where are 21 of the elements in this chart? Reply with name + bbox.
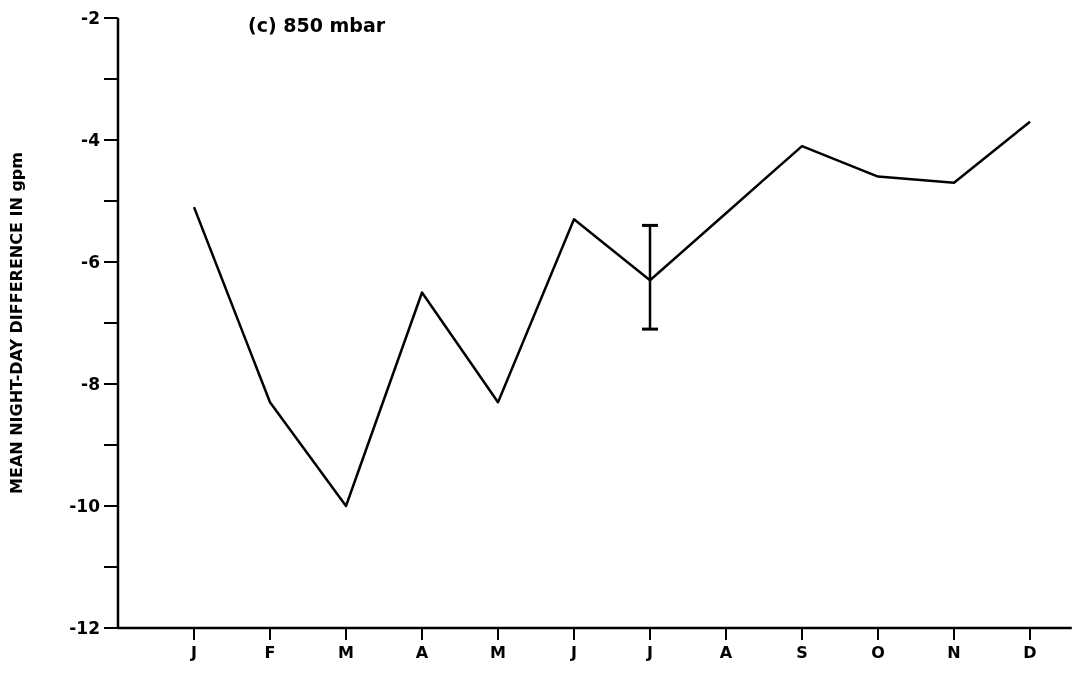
x-tick-label: N (947, 643, 961, 662)
x-tick-label: A (719, 643, 733, 662)
x-tick-label: J (190, 643, 197, 662)
x-tick-label: J (570, 643, 577, 662)
x-tick-label: S (796, 643, 808, 662)
x-tick-label: F (264, 643, 276, 662)
line-series (192, 120, 1032, 508)
x-tick-label: M (338, 643, 354, 662)
y-tick-label: -6 (81, 251, 100, 272)
y-tick-label: -10 (69, 495, 101, 516)
x-tick-label: M (490, 643, 506, 662)
y-tick-label: -8 (81, 373, 100, 394)
y-tick-label: -12 (69, 617, 100, 638)
x-tick-label: A (415, 643, 429, 662)
x-tick-label: J (646, 643, 653, 662)
y-tick-label: -4 (81, 129, 101, 150)
y-axis-title: MEAN NIGHT-DAY DIFFERENCE IN gpm (7, 152, 26, 494)
x-tick-label: D (1023, 643, 1037, 662)
x-tick-label: O (871, 643, 885, 662)
chart-title: (c) 850 mbar (248, 14, 386, 36)
y-tick-label: -2 (81, 7, 100, 28)
